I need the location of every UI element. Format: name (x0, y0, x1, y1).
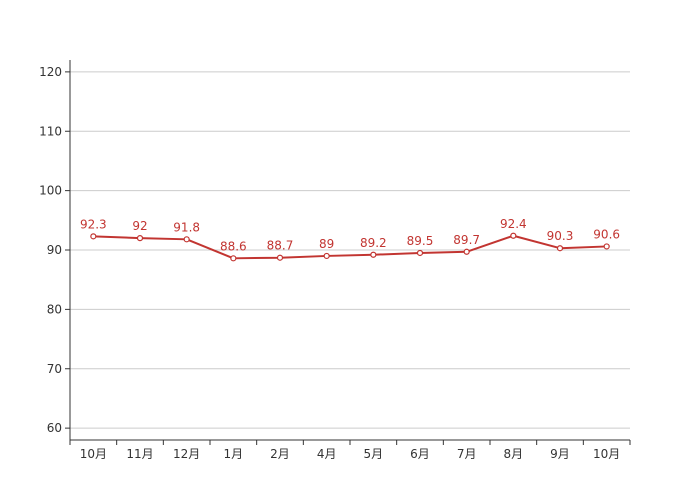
x-tick-label: 1月 (224, 447, 244, 461)
y-tick-label: 60 (47, 421, 62, 435)
data-label: 89.7 (453, 233, 480, 247)
data-point (556, 245, 564, 252)
data-point (370, 251, 377, 258)
data-point (323, 252, 330, 260)
y-tick-label: 120 (39, 65, 62, 79)
y-tick-label: 110 (39, 124, 62, 138)
data-point (510, 232, 517, 239)
y-tick-label: 100 (39, 184, 62, 198)
data-point (276, 254, 284, 261)
data-labels: 92.3 92 91.8 88.6 88.7 89 89.2 89.5 89.7 92.4 90.3… (80, 217, 620, 254)
data-label: 88.6 (220, 239, 247, 253)
data-label: 92 (132, 219, 147, 233)
series-group (90, 232, 610, 262)
x-tick-label: 7月 (457, 447, 477, 461)
x-tick-label: 10月 (593, 447, 620, 461)
data-label: 91.8 (173, 220, 200, 234)
series-line (93, 234, 607, 260)
data-point (603, 243, 610, 250)
x-tick-label: 2月 (270, 447, 290, 461)
data-label: 92.4 (500, 217, 527, 231)
data-label: 89.2 (360, 236, 387, 250)
data-label: 90.3 (547, 229, 574, 243)
x-tick-label: 11月 (126, 447, 153, 461)
x-tick-label: 10月 (80, 447, 107, 461)
y-tick-label: 90 (47, 243, 62, 257)
x-tick-label: 6月 (410, 447, 430, 461)
data-point (136, 235, 144, 242)
y-axis-ticks: 60 70 80 90 100 110 120 (39, 65, 70, 435)
x-axis-ticks: 10月 11月 12月 1月 2月 4月 5月 6月 7月 8月 9月 10月 (69, 440, 631, 461)
y-tick-label: 80 (47, 302, 62, 316)
data-label: 89 (319, 237, 334, 251)
data-point (230, 255, 237, 262)
data-point (416, 249, 424, 257)
data-point (183, 236, 190, 243)
y-tick-label: 70 (47, 362, 62, 376)
x-tick-label: 9月 (550, 447, 570, 461)
grid-lines (70, 71, 630, 429)
x-tick-label: 8月 (504, 447, 524, 461)
x-tick-label: 4月 (317, 447, 337, 461)
x-tick-label: 12月 (173, 447, 200, 461)
data-point (463, 248, 470, 255)
data-label: 92.3 (80, 217, 107, 231)
data-label: 89.5 (407, 234, 434, 248)
data-point (90, 233, 97, 240)
x-tick-label: 5月 (364, 447, 384, 461)
data-label: 90.6 (593, 227, 620, 241)
data-label: 88.7 (267, 239, 294, 253)
